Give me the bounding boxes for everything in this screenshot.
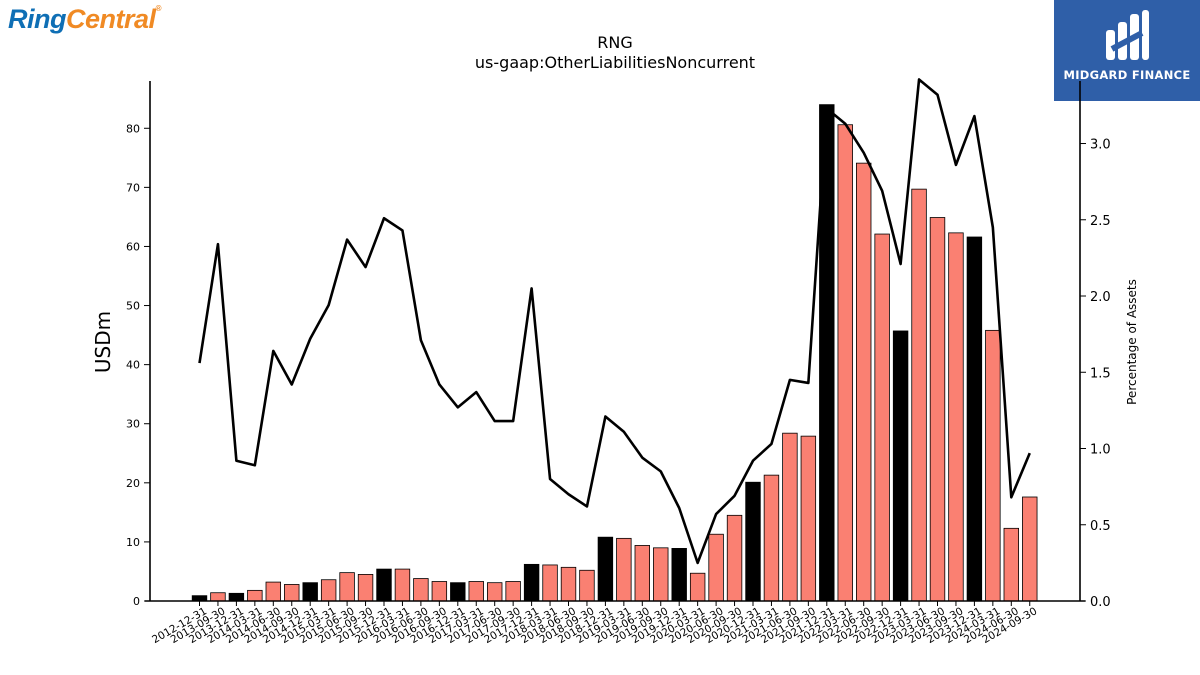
bar-2017-09-30: [505, 581, 521, 602]
bar-2024-03-31: [985, 329, 1001, 602]
y-tick-label-50: 50: [126, 300, 140, 313]
bar-2013-12-31: [228, 592, 245, 602]
chart-title: RNG: [597, 33, 632, 52]
y2-tick-label-0.0: 0.0: [1090, 595, 1111, 610]
y2-tick-label-0.5: 0.5: [1090, 519, 1111, 534]
bar-2016-06-30: [413, 578, 429, 602]
bar-2022-03-31: [837, 124, 853, 602]
bar-2016-12-31: [450, 582, 466, 602]
bar-2018-09-30: [579, 569, 595, 602]
bar-2018-12-31: [597, 536, 614, 602]
y2-tick-label-1.5: 1.5: [1090, 366, 1111, 381]
chart-subtitle: us-gaap:OtherLiabilitiesNoncurrent: [475, 53, 755, 72]
bar-2015-03-31: [320, 579, 337, 602]
bar-2021-06-30: [782, 432, 798, 602]
y2-tick-label-3.0: 3.0: [1090, 138, 1111, 153]
bar-2015-09-30: [357, 574, 374, 602]
bar-2019-09-30: [653, 547, 669, 602]
bar-2023-12-31: [966, 236, 983, 602]
bar-2014-03-31: [247, 589, 263, 602]
midgard-finance-logo: MIDGARD FINANCE: [1054, 0, 1200, 101]
bar-2022-12-31: [892, 330, 909, 602]
bars-layer: [191, 104, 1038, 602]
line-layer: [198, 78, 1031, 565]
bar-2018-06-30: [560, 566, 577, 602]
bar-2023-03-31: [911, 188, 927, 602]
y-tick-label-20: 20: [126, 477, 140, 490]
y-tick-label-60: 60: [126, 240, 140, 253]
y2-axis-label: Percentage of Assets: [1125, 279, 1139, 405]
y-tick-label-70: 70: [126, 181, 140, 194]
y-tick-label-40: 40: [126, 359, 140, 372]
axes-layer: 010203040506070800.00.51.01.52.02.53.020…: [126, 81, 1111, 646]
bar-2024-06-30: [1003, 527, 1020, 602]
bar-2018-03-31: [542, 564, 558, 602]
bar-2016-03-31: [394, 568, 411, 602]
bar-2015-12-31: [376, 568, 392, 602]
series-line-percentage-of-assets: [198, 78, 1031, 565]
bar-2019-12-31: [671, 548, 687, 602]
bar-2016-09-30: [431, 581, 448, 602]
y-tick-label-80: 80: [126, 122, 140, 135]
y-tick-label-0: 0: [133, 595, 140, 608]
y-tick-label-30: 30: [126, 418, 140, 431]
bar-2023-09-30: [948, 232, 964, 602]
logo-central-text: Central: [66, 4, 156, 34]
bar-2023-06-30: [929, 217, 946, 602]
bar-2019-06-30: [634, 545, 651, 602]
bar-2022-09-30: [874, 233, 890, 602]
y2-tick-label-1.0: 1.0: [1090, 443, 1111, 458]
midgard-logo-text: MIDGARD FINANCE: [1063, 68, 1191, 82]
y2-tick-label-2.0: 2.0: [1090, 290, 1111, 305]
midgard-logo-icon: [1106, 10, 1149, 60]
bar-2014-12-31: [302, 582, 318, 602]
bar-2013-09-30: [210, 592, 226, 602]
bar-2019-03-31: [616, 537, 632, 602]
bar-2017-06-30: [486, 582, 503, 602]
bar-2021-03-31: [763, 474, 780, 602]
logo-ring-text: Ring: [8, 4, 67, 34]
bar-2020-12-31: [745, 481, 761, 602]
y2-tick-label-2.5: 2.5: [1090, 214, 1111, 229]
bar-2014-09-30: [284, 584, 300, 602]
ringcentral-logo: RingCentral®: [8, 4, 161, 35]
logo-registered-mark: ®: [155, 4, 162, 13]
bar-2014-06-30: [265, 581, 282, 602]
bar-2024-09-30: [1022, 496, 1038, 602]
y-axis-label: USDm: [91, 311, 115, 373]
bar-2022-06-30: [856, 162, 872, 602]
bar-2017-12-31: [523, 563, 540, 602]
bar-2020-09-30: [726, 514, 743, 602]
bar-2021-09-30: [800, 435, 817, 602]
bar-2017-03-31: [468, 581, 484, 602]
y-tick-label-10: 10: [126, 536, 140, 549]
bar-2020-03-31: [689, 572, 706, 602]
bar-2015-06-30: [339, 572, 355, 602]
bar-2020-06-30: [708, 533, 724, 602]
